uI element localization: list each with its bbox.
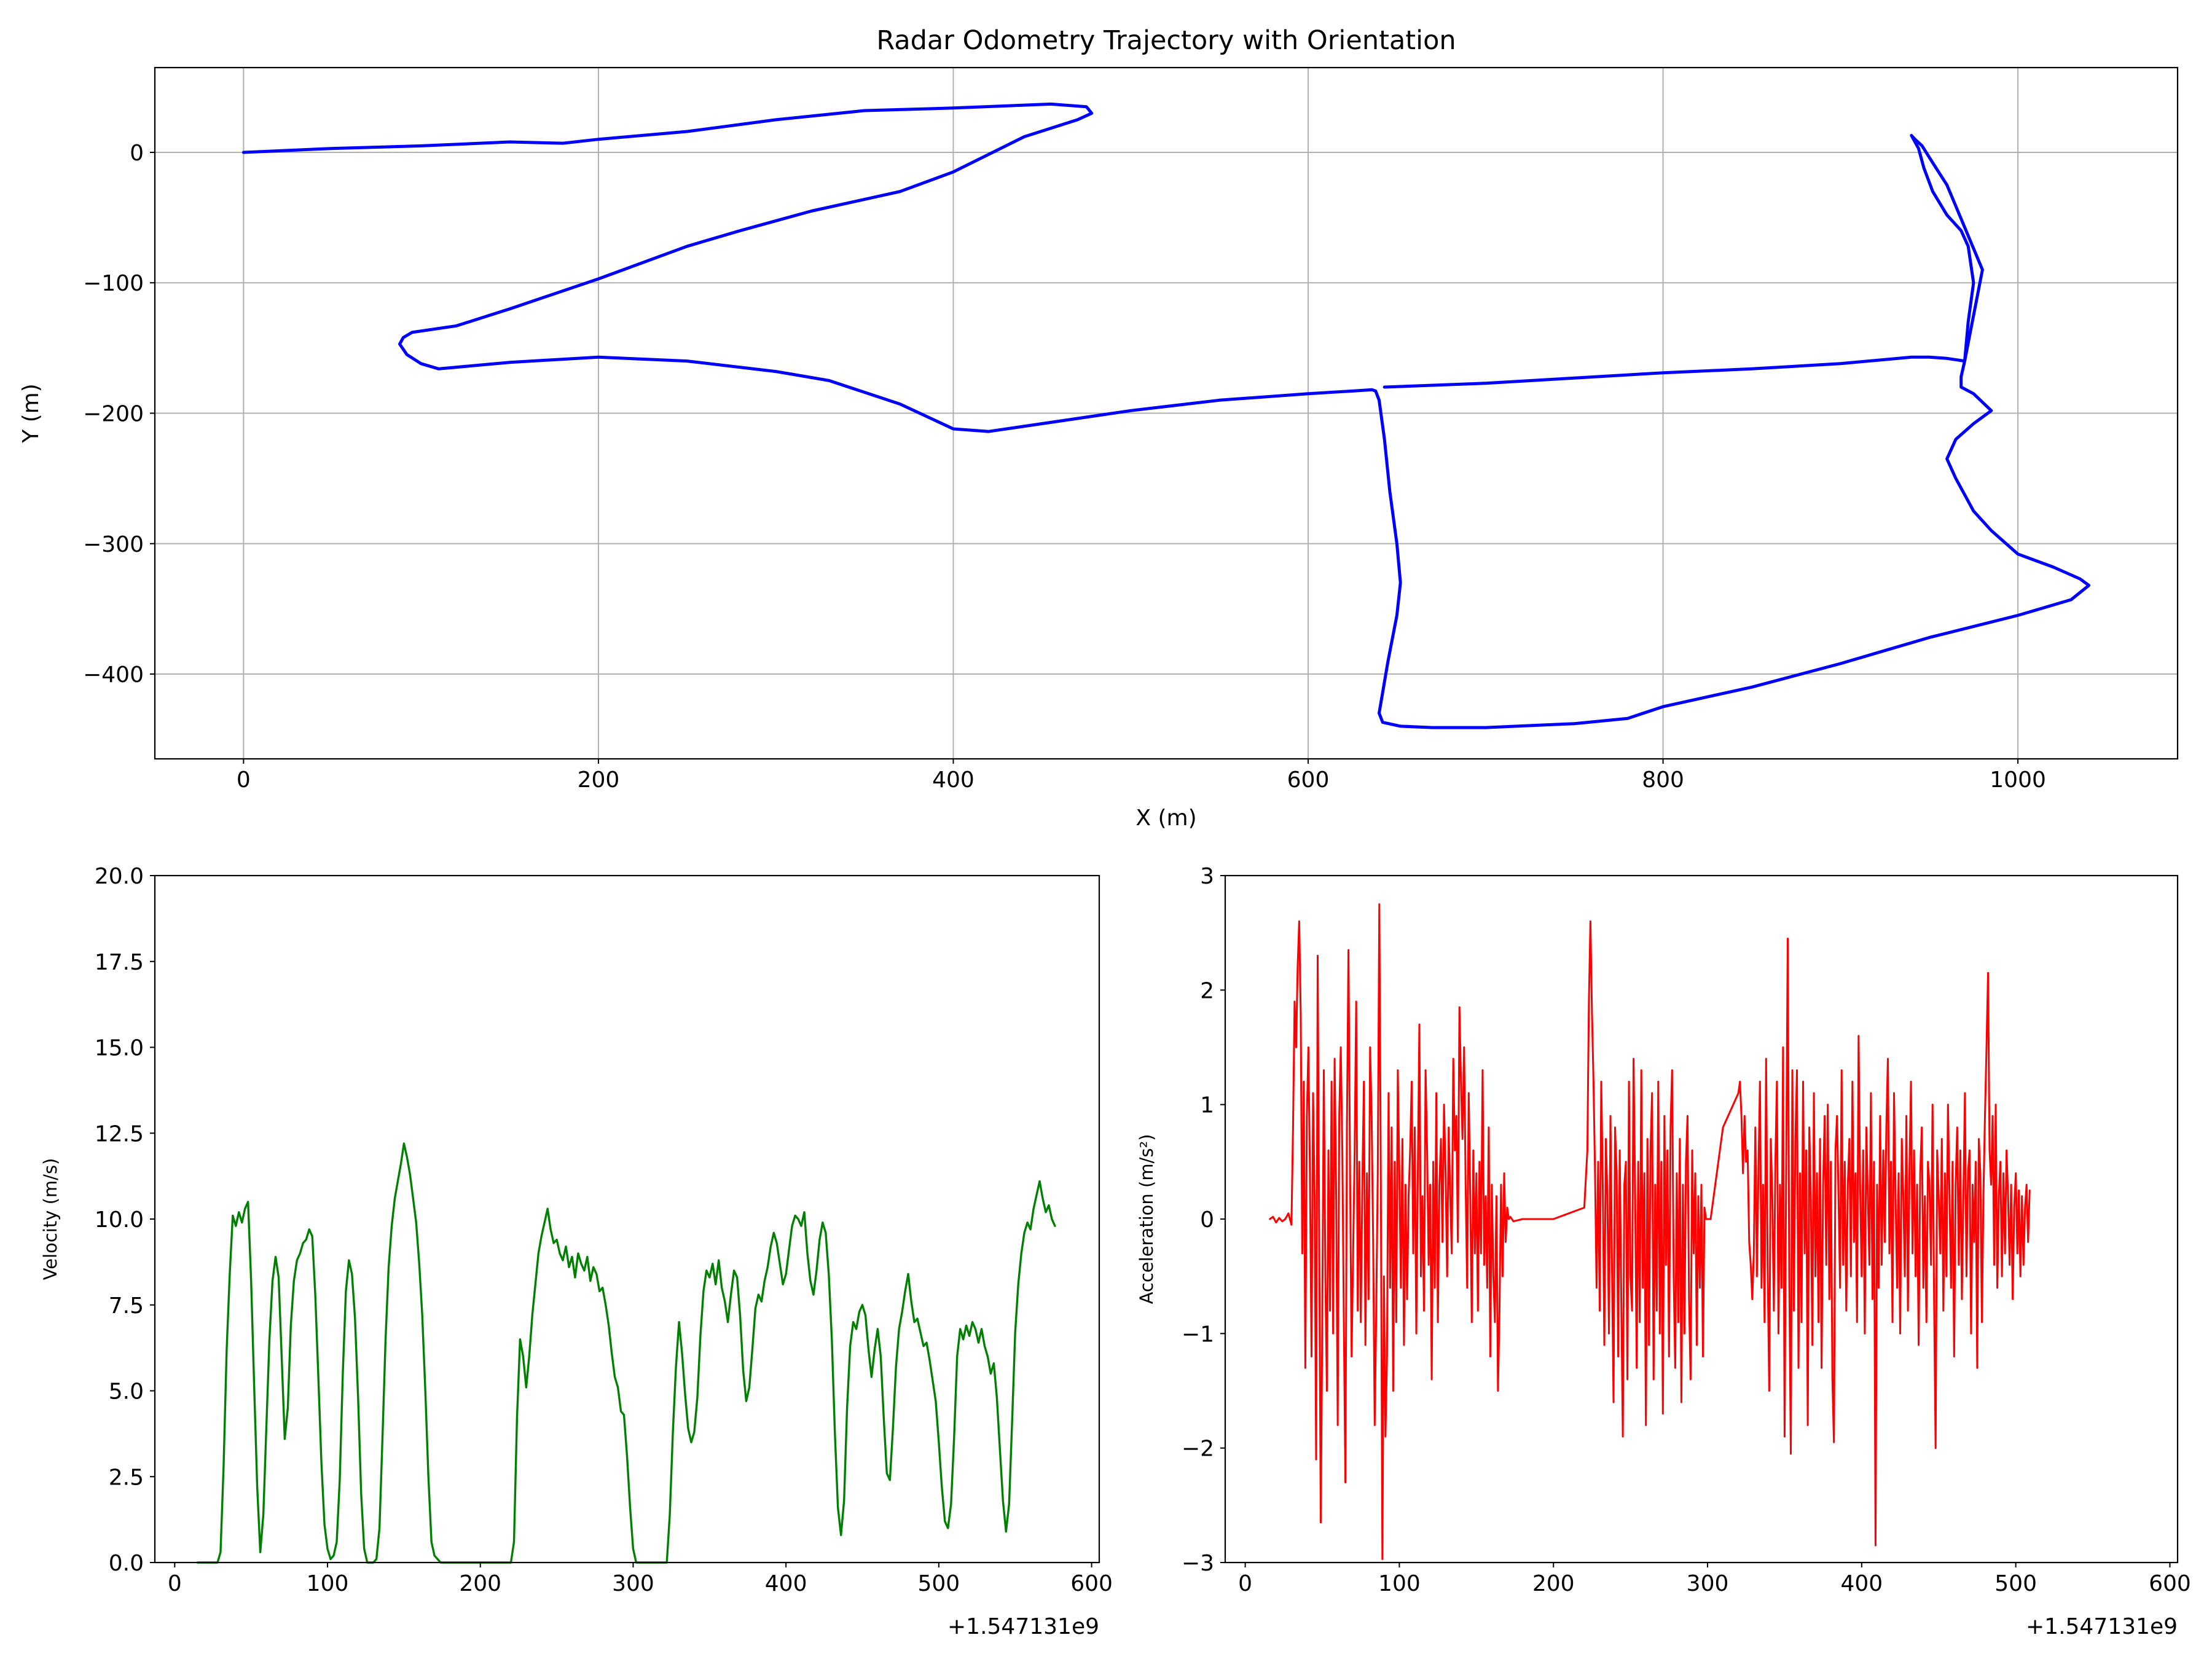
acceleration-x-tick-label: 500: [1994, 1571, 2037, 1596]
velocity-y-tick-label: 7.5: [109, 1293, 144, 1319]
trajectory-x-tick-label: 600: [1287, 767, 1330, 793]
velocity-x-tick-label: 500: [917, 1571, 960, 1596]
acceleration-x-tick-label: 100: [1378, 1571, 1421, 1596]
velocity-y-tick-label: 0.0: [109, 1551, 144, 1576]
acceleration-y-tick-label: −2: [1182, 1437, 1214, 1462]
trajectory-y-tick-label: 0: [130, 141, 144, 166]
velocity-y-tick-label: 20.0: [95, 864, 144, 889]
velocity-x-tick-label: 300: [612, 1571, 654, 1596]
acceleration-y-tick-label: −3: [1182, 1551, 1214, 1576]
velocity-y-tick-label: 5.0: [109, 1379, 144, 1405]
trajectory-y-tick-label: −200: [83, 402, 144, 427]
velocity-line: [196, 1142, 1056, 1564]
trajectory-x-tick-label: 0: [237, 767, 251, 793]
trajectory-title: Radar Odometry Trajectory with Orientati…: [876, 25, 1456, 56]
velocity-y-tick-label: 15.0: [95, 1036, 144, 1061]
trajectory-x-tick-label: 200: [578, 767, 620, 793]
velocity-y-axis-label: Velocity (m/s): [40, 1158, 61, 1281]
velocity-x-tick-label: 400: [765, 1571, 807, 1596]
velocity-y-tick-label: 17.5: [95, 950, 144, 975]
acceleration-x-tick-label: 400: [1840, 1571, 1883, 1596]
velocity-x-tick-label: 100: [307, 1571, 349, 1596]
acceleration-y-tick-label: 3: [1200, 864, 1214, 889]
trajectory-ticks: 0 200 400 600 800 1000 0 −100 −200 −300 −400: [83, 141, 2046, 793]
velocity-x-tick-label: 600: [1070, 1571, 1113, 1596]
acceleration-y-tick-label: 1: [1200, 1093, 1214, 1118]
acceleration-y-tick-label: 2: [1200, 978, 1214, 1003]
velocity-x-tick-label: 0: [168, 1571, 182, 1596]
trajectory-grid: [155, 68, 2178, 759]
velocity-x-tick-label: 200: [459, 1571, 501, 1596]
acceleration-chart: 0 100 200 300 400 500 600 −3 −2 −1 0 1 2 3 Accelerati…: [1136, 864, 2191, 1639]
velocity-ticks: 0 100 200 300 400 500 600 0.0 2.5 5.0 7.5 10.0 12.5 1…: [95, 864, 1113, 1596]
trajectory-y-tick-label: −100: [83, 271, 144, 296]
acceleration-y-axis-label: Acceleration (m/s²): [1136, 1134, 1157, 1304]
trajectory-x-tick-label: 400: [932, 767, 975, 793]
acceleration-y-tick-label: −1: [1182, 1322, 1214, 1347]
acceleration-line: [1269, 903, 2031, 1560]
acceleration-ticks: 0 100 200 300 400 500 600 −3 −2 −1 0 1 2 3: [1182, 864, 2191, 1596]
trajectory-y-tick-label: −400: [83, 662, 144, 688]
velocity-y-tick-label: 12.5: [95, 1121, 144, 1147]
velocity-chart: 0 100 200 300 400 500 600 0.0 2.5 5.0 7.5 10.0 12.5 1…: [40, 864, 1113, 1639]
trajectory-chart: 0 200 400 600 800 1000 0 −100 −200 −300 −400 Radar…: [18, 25, 2179, 831]
trajectory-line: [241, 102, 2091, 729]
trajectory-x-tick-label: 1000: [1990, 767, 2046, 793]
velocity-x-offset-text: +1.547131e9: [947, 1614, 1099, 1639]
velocity-y-tick-label: 10.0: [95, 1207, 144, 1233]
trajectory-x-axis-label: X (m): [1135, 806, 1196, 831]
trajectory-y-axis-label: Y (m): [18, 383, 44, 444]
acceleration-axes-frame: [1224, 874, 2179, 1564]
acceleration-x-tick-label: 600: [2149, 1571, 2191, 1596]
velocity-y-tick-label: 2.5: [109, 1465, 144, 1490]
acceleration-x-tick-label: 200: [1532, 1571, 1575, 1596]
trajectory-y-tick-label: −300: [83, 532, 144, 557]
trajectory-x-tick-label: 800: [1642, 767, 1684, 793]
acceleration-x-tick-label: 0: [1238, 1571, 1252, 1596]
acceleration-x-offset-text: +1.547131e9: [2026, 1614, 2178, 1639]
velocity-axes-frame: [154, 874, 1100, 1564]
trajectory-axes-frame: [154, 66, 2179, 760]
acceleration-x-tick-label: 300: [1687, 1571, 1729, 1596]
acceleration-y-tick-label: 0: [1200, 1207, 1214, 1233]
